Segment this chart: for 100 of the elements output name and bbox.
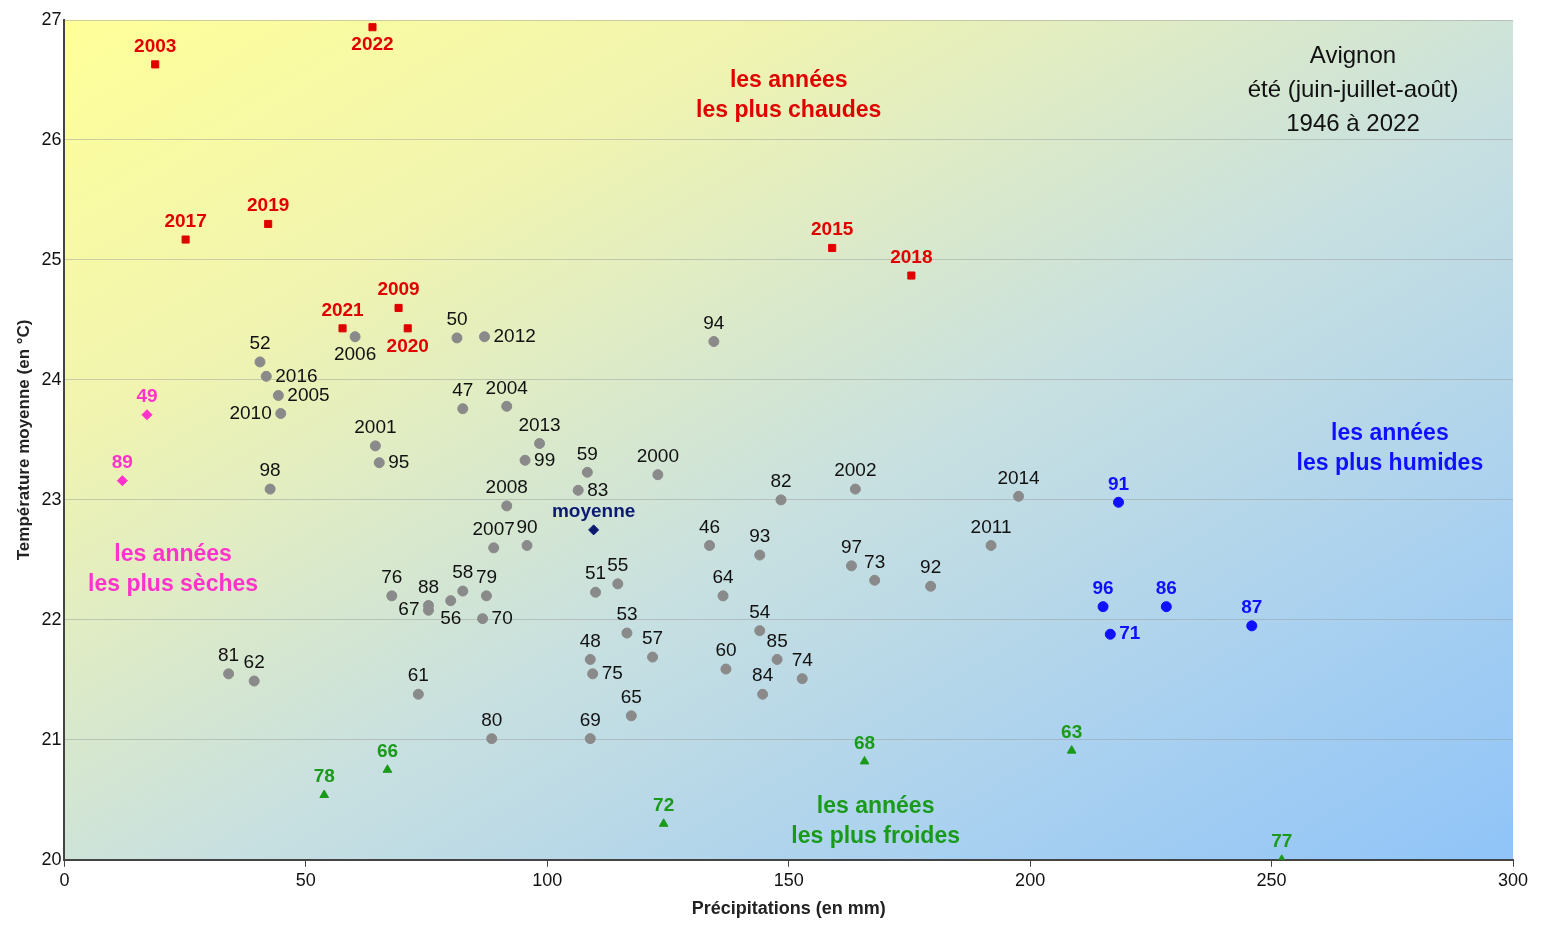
point [394,303,403,312]
annotation: 92 [920,556,942,578]
annotation: 46 [698,515,721,537]
point [368,23,377,32]
point [488,542,500,554]
x-tick-label: 200 [1015,869,1046,890]
point [457,403,469,415]
annotation: 51 [585,562,607,584]
point [151,60,160,69]
annotation: 80 [481,708,503,730]
annotation: 70 [491,606,513,628]
point [625,710,637,722]
annotation: 2008 [485,476,528,498]
y-tick-label: 24 [41,368,62,389]
annotation: 63 [1061,720,1083,742]
point [254,356,266,368]
point [116,475,128,487]
annotation: les années les plus chaudes [696,65,882,122]
point [349,331,361,343]
point [1013,490,1025,502]
point [1246,620,1258,632]
annotation: 75 [601,662,623,684]
annotation: 77 [1271,830,1293,852]
point [612,578,624,590]
annotation: 2015 [811,218,854,240]
point [754,625,766,637]
point [708,336,720,348]
point [584,733,596,745]
point [248,675,260,687]
annotation: 72 [653,794,675,816]
y-tick-label: 25 [41,248,62,269]
annotation: 2005 [287,383,330,405]
annotation: 2017 [164,209,207,231]
annotation: 2007 [472,518,515,540]
annotation: 49 [136,384,158,406]
point [181,235,190,244]
point [501,400,513,412]
annotation: 2018 [890,245,933,267]
annotation: 90 [516,515,538,537]
point [534,438,546,449]
annotation: 2006 [333,342,377,364]
annotation: 85 [766,629,788,651]
point [386,590,398,602]
point [141,409,153,421]
text: été (juin-juillet-août) 1946 à 2022 [1247,74,1459,136]
point [828,243,837,252]
annotation: les années les plus sèches [88,540,259,597]
annotation: 79 [475,566,498,588]
annotation: 68 [853,731,876,753]
x-tick-label: 300 [1497,869,1529,890]
annotation: 61 [407,664,429,686]
point [1097,601,1109,613]
annotation: les années les plus froides [791,792,960,849]
point [412,688,424,700]
annotation: 73 [864,550,886,572]
point [907,271,916,280]
y-tick-label: 21 [41,728,62,749]
point [382,764,393,773]
annotation: 91 [1107,472,1130,494]
point [652,469,664,481]
point [501,500,513,512]
annotation: 48 [579,629,601,651]
annotation: 58 [452,561,474,583]
point [264,483,276,495]
point [369,440,381,452]
annotation: 2002 [834,459,877,481]
annotation: 2012 [493,324,536,346]
annotation: 59 [576,442,598,464]
point [796,673,808,685]
point [1104,628,1116,640]
point [260,370,272,382]
annotation: 71 [1119,622,1141,644]
annotation: 65 [620,686,642,708]
annotation: 96 [1092,576,1114,598]
annotation: 56 [440,606,462,628]
annotation: 2020 [386,334,429,356]
annotation: 64 [712,566,735,588]
annotation: 2000 [636,444,679,466]
annotation: 2011 [970,515,1012,537]
y-tick-label: 23 [41,488,62,509]
annotation: 86 [1155,576,1177,598]
annotation: 69 [579,708,601,730]
point [845,560,857,572]
point [584,653,596,665]
annotation: 55 [607,554,629,576]
point [480,590,492,602]
annotation: 2004 [485,376,529,398]
annotation: 99 [534,448,556,470]
point [717,590,729,602]
point [757,688,769,700]
annotation: moyenne [551,500,636,522]
point [519,454,531,466]
annotation: 67 [398,598,420,620]
annotation: 82 [770,470,792,492]
annotation: 93 [749,525,771,547]
annotation: 94 [703,311,725,333]
annotation: 87 [1241,596,1263,618]
point [771,653,783,665]
annotation: 2010 [229,401,272,423]
point [590,586,602,598]
